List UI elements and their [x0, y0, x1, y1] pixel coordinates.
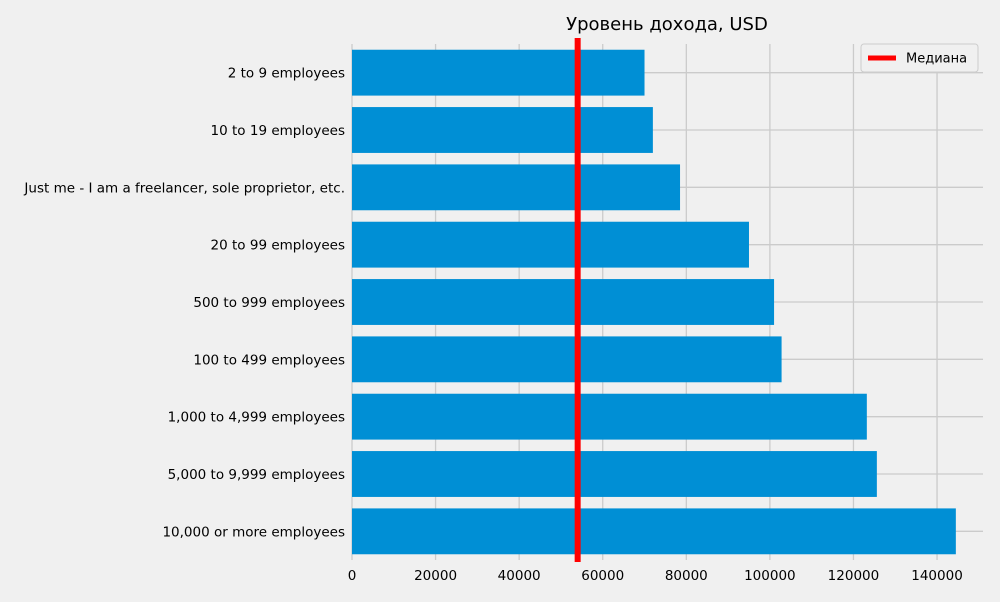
legend: Медиана — [860, 43, 979, 73]
x-tick-label: 140000 — [911, 568, 963, 584]
x-tick-label: 20000 — [414, 568, 457, 584]
bar — [352, 221, 749, 268]
y-tick-labels: 2 to 9 employees 10 to 19 employees Just m… — [23, 66, 345, 541]
bar — [352, 451, 877, 497]
chart-title: Уровень дохода, USD — [566, 14, 768, 35]
y-tick-label: 500 to 999 employees — [193, 295, 345, 311]
x-tick-label: 60000 — [581, 568, 624, 584]
x-tick-label: 100000 — [744, 568, 796, 584]
x-tick-label: 120000 — [828, 568, 880, 584]
bar — [352, 393, 867, 440]
y-tick-label: 10 to 19 employees — [211, 123, 345, 139]
y-tick-label: Just me - I am a freelancer, sole propri… — [23, 180, 345, 196]
bars — [352, 49, 956, 555]
y-tick-label: 100 to 499 employees — [193, 352, 345, 368]
x-tick-label: 0 — [348, 568, 357, 584]
legend-box — [860, 43, 979, 73]
legend-median-label: Медиана — [906, 52, 967, 67]
y-tick-label: 20 to 99 employees — [211, 238, 345, 254]
bar — [352, 279, 775, 325]
x-tick-label: 40000 — [498, 568, 541, 584]
x-tick-label: 80000 — [665, 568, 708, 584]
x-tick-labels: 0 20000 40000 60000 80000 100000 120000 140000 — [348, 568, 963, 584]
bar — [352, 508, 956, 555]
bar — [352, 164, 681, 211]
y-tick-label: 5,000 to 9,999 employees — [168, 467, 345, 483]
y-tick-label: 2 to 9 employees — [228, 66, 345, 82]
bar — [352, 336, 782, 383]
bar — [352, 49, 645, 96]
y-tick-label: 10,000 or more employees — [162, 524, 345, 540]
y-tick-label: 1,000 to 4,999 employees — [168, 410, 345, 426]
bar — [352, 107, 653, 153]
